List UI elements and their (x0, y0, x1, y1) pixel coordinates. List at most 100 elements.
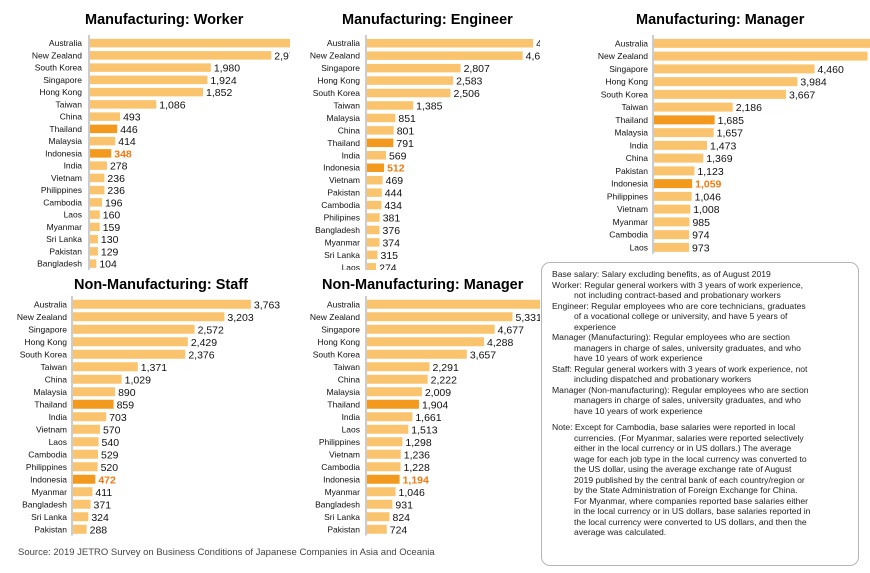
category-label: India (342, 412, 361, 422)
chart-manufacturing-worker: Manufacturing: Worker Australia3,374New … (0, 0, 325, 271)
bar (367, 163, 385, 172)
category-label: Indonesia (611, 179, 648, 189)
bar (367, 188, 382, 197)
value-label: 129 (101, 246, 119, 258)
category-label: Malaysia (326, 387, 360, 397)
bar (367, 63, 461, 73)
bar (367, 462, 401, 472)
category-label: Sri Lanka (324, 250, 360, 260)
category-label: New Zealand (32, 50, 82, 60)
bar (73, 424, 100, 434)
definition-line: have 10 years of work experience (574, 353, 703, 363)
bar (73, 412, 107, 422)
bar (367, 424, 409, 434)
category-label: Bangladesh (22, 499, 67, 509)
bar (367, 151, 386, 160)
bar (367, 138, 394, 148)
value-label: 278 (110, 161, 128, 173)
category-label: Australia (327, 299, 360, 309)
category-label: Laos (342, 262, 360, 270)
bar (367, 299, 544, 309)
bar (73, 474, 96, 484)
category-label: Cambodia (321, 200, 360, 210)
bar (367, 238, 380, 247)
category-label: Myanmar (325, 237, 361, 247)
bar (90, 149, 112, 158)
definition-line: Base salary: Salary excluding benefits, … (552, 269, 771, 279)
value-label: 801 (397, 125, 415, 137)
bar (73, 512, 89, 522)
category-label: Thailand (327, 138, 360, 148)
bar (73, 487, 93, 497)
value-label: 540 (102, 437, 120, 449)
bar (367, 250, 378, 260)
value-label: 973 (692, 242, 710, 254)
value-label: 724 (390, 524, 408, 536)
category-label: Taiwan (622, 102, 649, 112)
value-label: 4,460 (818, 64, 844, 76)
value-label: 130 (101, 234, 119, 246)
bar (367, 213, 380, 222)
note-body-line: For Myanmar, where companies reported ba… (574, 495, 809, 506)
category-label: Bangladesh (315, 499, 360, 509)
value-label: 1,236 (404, 449, 430, 461)
chart-title: Manufacturing: Manager (636, 12, 805, 28)
bar (367, 113, 396, 123)
value-label: 104 (99, 259, 117, 270)
bar (367, 337, 485, 347)
category-label: Hong Kong (605, 77, 648, 87)
value-label: 3,667 (789, 89, 815, 101)
bar (367, 474, 400, 484)
source-caption: Source: 2019 JETRO Survey on Business Co… (18, 547, 435, 558)
value-label: 890 (118, 387, 136, 399)
category-label: Sri Lanka (324, 512, 360, 522)
category-label: Myanmar (325, 487, 361, 497)
category-label: Australia (49, 38, 82, 48)
definition-line: Manager (Non-manufacturing): Regular emp… (552, 384, 809, 395)
value-label: 160 (103, 210, 121, 222)
value-label: 2,186 (736, 102, 762, 114)
bar (367, 437, 403, 447)
definition-line: Staff: Regular general workers with 3 ye… (552, 363, 808, 374)
value-label: 348 (114, 148, 132, 160)
definition-line: Worker: Regular general workers with 3 y… (552, 279, 804, 290)
category-label: China (338, 125, 360, 135)
value-label: 1,852 (206, 87, 232, 99)
bar (367, 524, 387, 534)
category-label: South Korea (601, 89, 649, 99)
value-label: 569 (389, 150, 407, 162)
category-label: Cambodia (43, 197, 82, 207)
bar (367, 374, 428, 384)
definition-line: of a vocational college or university, a… (574, 311, 788, 321)
value-label: 3,763 (254, 299, 280, 311)
bar (367, 399, 419, 409)
category-label: Singapore (43, 75, 82, 85)
category-label: China (60, 112, 82, 122)
category-label: Myanmar (47, 222, 83, 232)
note-body-line: by the State Administration of Foreign E… (574, 485, 798, 495)
value-label: 411 (95, 487, 112, 499)
category-label: South Korea (20, 349, 68, 359)
value-label: 2,572 (198, 324, 224, 336)
value-label: 985 (692, 217, 710, 229)
value-label: 472 (98, 474, 116, 486)
category-label: Taiwan (41, 362, 68, 372)
value-label: 824 (392, 512, 410, 524)
bar (654, 230, 690, 240)
definition-line: including dispatched and probationary wo… (574, 374, 752, 384)
note-body: currencies. (For Myanmar, salaries were … (552, 433, 850, 538)
category-label: Bangladesh (37, 259, 82, 269)
category-label: Laos (630, 242, 648, 252)
bar (367, 487, 396, 497)
note-body-line: in the local currency or in US dollars, … (574, 506, 811, 516)
category-label: Malaysia (33, 387, 67, 397)
value-label: 520 (101, 462, 119, 474)
bar (73, 449, 99, 459)
value-label: 2,429 (191, 337, 217, 349)
category-label: Vietnam (617, 204, 648, 214)
bar (367, 126, 394, 135)
value-label: 376 (383, 225, 401, 237)
category-label: China (338, 374, 360, 384)
category-label: Myanmar (32, 487, 68, 497)
